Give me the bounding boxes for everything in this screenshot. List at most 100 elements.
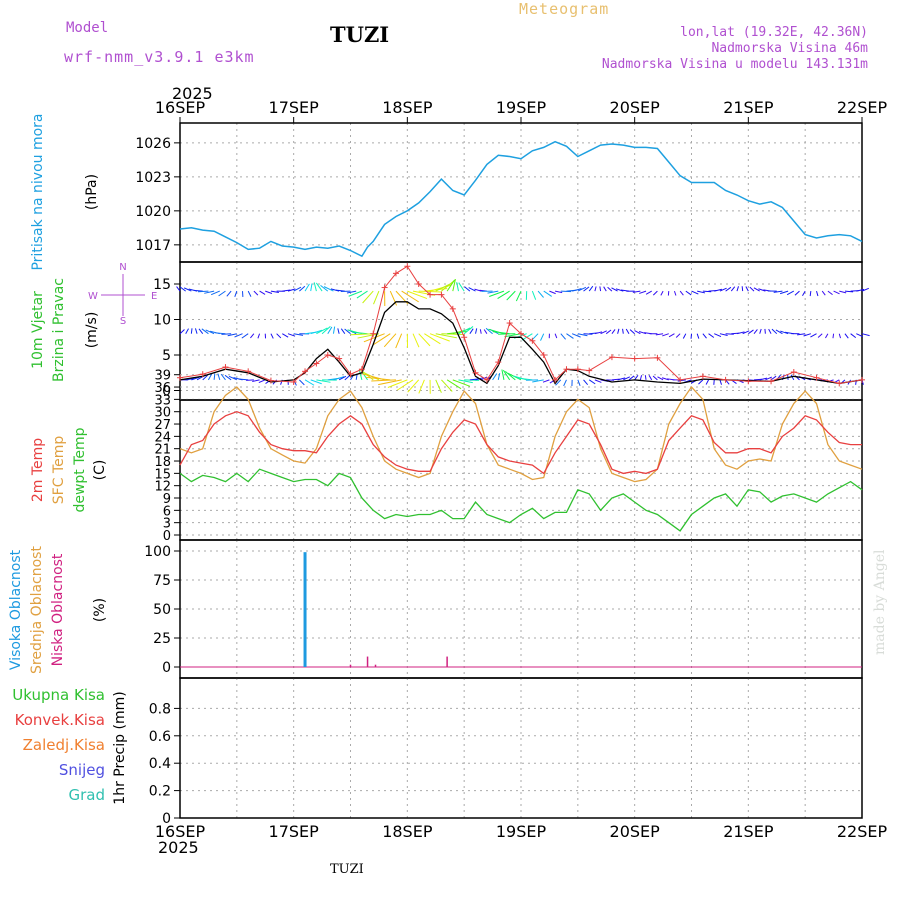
wind-vector: [502, 369, 511, 381]
wind-vector: [217, 373, 221, 380]
wind-gust-line: [179, 265, 863, 384]
wind-vector: [250, 333, 255, 339]
wind-vector: [373, 290, 380, 305]
wind-vector: [611, 287, 618, 292]
wind-vector: [611, 329, 616, 334]
wind-vector: [218, 290, 226, 297]
wind-vector: [645, 290, 652, 295]
wind-vector: [201, 328, 209, 335]
wind-vector: [202, 374, 208, 381]
wind-vector: [458, 327, 471, 335]
credit-label: made by Angel: [872, 549, 888, 656]
wind-vector: [652, 375, 658, 381]
wind-vector: [679, 290, 684, 296]
wind-vector: [758, 288, 766, 292]
wind-vector: [359, 370, 363, 380]
wind-vector: [304, 379, 315, 386]
wind-vector: [483, 329, 488, 334]
precip-legend-item: Zaledj.Kisa: [23, 736, 105, 754]
wind-vector: [861, 287, 869, 292]
wind-vector: [298, 379, 305, 386]
wind-vector: [786, 290, 795, 296]
wind-vector: [441, 379, 453, 392]
wind-vector: [725, 333, 734, 335]
wind-vector: [566, 333, 574, 339]
wind-vector: [504, 333, 522, 338]
sfc-temp-line: [179, 385, 863, 483]
wind-vector: [204, 290, 215, 294]
wind-vector: [238, 378, 249, 381]
model-name: wrf-nmm_v3.9.1 e3km: [64, 48, 255, 66]
wind-vector: [321, 326, 331, 335]
wind-vector: [401, 290, 419, 303]
wind-vector: [299, 285, 306, 292]
wind-vector: [771, 328, 778, 335]
cloud-unit: (%): [92, 598, 108, 622]
wind-vector: [323, 286, 334, 292]
wind-vector: [207, 373, 213, 381]
wind-vector: [387, 379, 408, 388]
wind-vector: [577, 286, 587, 292]
wind-vector: [344, 375, 351, 381]
bottom-date-label: 19SEP: [496, 822, 547, 841]
wind-vector: [458, 282, 465, 292]
wind-vector: [429, 333, 450, 342]
wind-vector: [827, 290, 833, 296]
wind-vector: [456, 282, 459, 292]
precip-ytick-label: 0.2: [149, 784, 171, 800]
wind-vector: [287, 333, 296, 337]
wind-vector: [310, 379, 322, 385]
wind-vector: [773, 290, 783, 293]
wind-vector: [702, 333, 707, 339]
wind-vector: [748, 329, 754, 335]
wind-vector: [719, 379, 723, 385]
wind-vector: [531, 290, 537, 300]
pressure-ytick-label: 1020: [135, 204, 171, 220]
wind-vector: [560, 333, 566, 340]
precip-ytick-label: 0.6: [149, 729, 171, 745]
wind-vector: [293, 333, 304, 336]
wind-vector: [293, 286, 302, 292]
wind-vector: [210, 290, 220, 296]
wind-vector: [736, 331, 745, 335]
temperature-ytick-label: 21: [154, 443, 171, 458]
wind-vector: [583, 286, 590, 292]
wind-vector: [350, 333, 374, 336]
cloud-grid: 0 25 50 75 100: [144, 540, 862, 678]
wind-vector: [224, 374, 232, 381]
low-cloud-ylabel: Niska Oblacnost: [50, 553, 66, 666]
wind-ytick-label: 5: [162, 348, 171, 364]
wind-vector: [632, 290, 641, 293]
wind-vector: [193, 289, 203, 292]
wind-vector: [594, 286, 597, 292]
wind-vector: [310, 329, 323, 335]
wind-vector: [452, 379, 471, 387]
wind-vector: [802, 290, 806, 297]
temperature-ytick-label: 6: [163, 504, 171, 519]
wind-vector: [228, 375, 238, 381]
dewpt-line: [179, 468, 863, 532]
model-elevation-label: Nadmorska Visina u modelu 143.131m: [601, 57, 868, 72]
wind-vector: [714, 288, 723, 292]
wind-vector: [816, 290, 819, 297]
wind-vector: [540, 333, 545, 341]
wind-vector: [844, 333, 849, 339]
wind-vector: [446, 379, 462, 390]
wind-vector: [253, 290, 259, 296]
temperature-ytick-label: 24: [154, 430, 171, 445]
wind-vector: [257, 333, 261, 339]
temperature-frame: [179, 399, 863, 541]
wind-vector: [583, 379, 589, 385]
wind-vector: [474, 288, 482, 292]
wind-vector: [600, 330, 607, 335]
wind-vector: [458, 379, 473, 384]
bottom-date-label: 22SEP: [837, 822, 888, 841]
wind-vector: [691, 290, 699, 295]
wind-vector: [839, 290, 847, 294]
wind-vector: [765, 376, 773, 381]
wind-vector: [348, 290, 363, 297]
precip-legend-item: Grad: [68, 786, 105, 804]
wind-vector: [675, 333, 681, 338]
wind-vector: [418, 333, 431, 347]
